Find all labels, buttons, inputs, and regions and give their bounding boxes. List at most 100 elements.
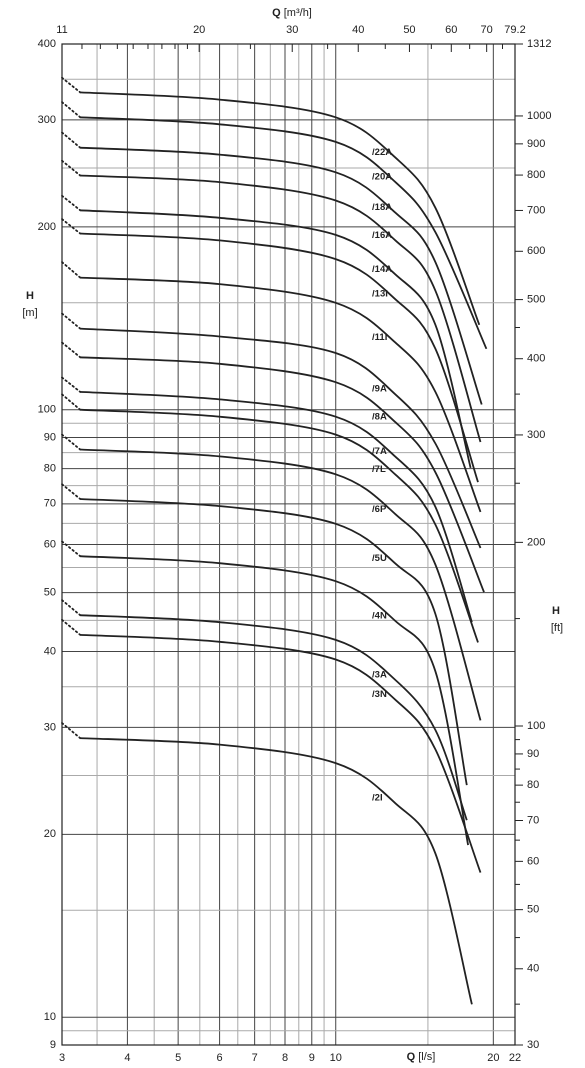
curve-start: [61, 376, 82, 393]
pump-curve: [80, 209, 472, 469]
pump-curve: [80, 391, 473, 623]
y2-tick-label: 200: [527, 536, 545, 548]
y-tick-label: 400: [38, 38, 56, 50]
y2-tick-label: 300: [527, 429, 545, 441]
curve-label: /8A: [372, 412, 387, 423]
x2-tick-label: 50: [403, 24, 415, 36]
y-tick-label: 30: [44, 721, 56, 733]
curve-label: /2I: [372, 793, 383, 804]
y2-tick-label: 80: [527, 779, 539, 791]
pump-curve: [80, 498, 468, 786]
curve-start: [61, 76, 82, 94]
pump-curve: [80, 555, 469, 846]
curve-label: /11I: [372, 332, 387, 343]
x2-axis-symbol: Q: [272, 7, 281, 19]
plot-frame: [61, 43, 516, 1046]
y-tick-label: 200: [38, 221, 56, 233]
pump-curve: [80, 327, 482, 549]
curve-label: /7A: [372, 446, 387, 457]
pump-curve: [80, 408, 479, 643]
curve-start: [61, 341, 82, 359]
pump-curve: [80, 737, 473, 1005]
curve-start: [61, 599, 82, 617]
x-axis-symbol: Q: [407, 1051, 416, 1063]
x2-tick-label: 30: [286, 24, 298, 36]
y-tick-label: 70: [44, 498, 56, 510]
x-tick-label: 6: [217, 1052, 223, 1064]
x-tick-label: 4: [124, 1052, 130, 1064]
x-tick-label: 9: [309, 1052, 315, 1064]
y-tick-label: 50: [44, 587, 56, 599]
y2-tick-label: 900: [527, 138, 545, 150]
x2-tick-label: 20: [193, 24, 205, 36]
y2-tick-label: 700: [527, 204, 545, 216]
y2-tick-label: 70: [527, 814, 539, 826]
y-tick-label: 60: [44, 538, 56, 550]
y-tick-label: 90: [44, 431, 56, 443]
y2-tick-label: 1000: [527, 110, 551, 122]
x2-axis-unit: [m³/h]: [284, 7, 312, 19]
y2-tick-label: 60: [527, 855, 539, 867]
curve-label: /22A: [372, 147, 392, 158]
curve-start: [61, 540, 82, 558]
curve-start: [61, 618, 82, 636]
x2-tick-label: 79.2: [504, 24, 525, 36]
y2-tick-label: 30: [527, 1039, 539, 1051]
y2-tick-label: 50: [527, 904, 539, 916]
x2-tick-label: 60: [445, 24, 457, 36]
y2-tick-label: 90: [527, 748, 539, 760]
x2-tick-label: 11: [56, 24, 67, 36]
x-tick-label: 10: [330, 1052, 342, 1064]
curve-start: [61, 433, 82, 451]
curve-label: /13I: [372, 289, 388, 300]
curves: /22A/20A/18A/16A/14A/13I/11I/9A/8A/7A/7L…: [61, 76, 488, 1005]
x-tick-label: 5: [175, 1052, 181, 1064]
y-axis-symbol: H: [26, 290, 34, 302]
curve-start: [61, 218, 82, 235]
y-tick-label: 10: [44, 1011, 56, 1023]
x-tick-label: 8: [282, 1052, 288, 1064]
curve-label: /14A: [372, 264, 392, 275]
x-axis-unit: [l/s]: [418, 1051, 435, 1063]
pump-curve: [80, 146, 483, 405]
y-tick-label: 80: [44, 463, 56, 475]
curve-label: /9A: [372, 383, 387, 394]
x-tick-label: 3: [59, 1052, 65, 1064]
y2-tick-label: 600: [527, 245, 545, 257]
y2-tick-label: 1312: [527, 38, 551, 50]
curve-label: /20A: [372, 172, 392, 183]
y-axis-unit: [m]: [22, 307, 37, 319]
pump-curve: [80, 116, 488, 350]
pump-curve: [80, 91, 481, 326]
y2-axis-unit: [ft]: [551, 622, 563, 634]
pump-curve: [80, 174, 482, 443]
curve-start: [61, 722, 82, 740]
pump-curve: [80, 634, 482, 873]
curve-label: /3A: [372, 669, 387, 680]
curve-start: [61, 101, 82, 119]
x2-tick-label: 40: [352, 24, 364, 36]
curve-start: [61, 393, 82, 411]
y-tick-label: 9: [50, 1039, 56, 1051]
y2-tick-label: 100: [527, 720, 545, 732]
x2-axis-title: Q [m³/h]: [272, 7, 312, 19]
x-axis-title: Q [l/s]: [407, 1051, 436, 1063]
y-tick-label: 40: [44, 645, 56, 657]
curve-label: /4N: [372, 611, 387, 622]
y2-tick-label: 500: [527, 294, 545, 306]
curve-label: /3N: [372, 689, 387, 700]
curve-label: /18A: [372, 202, 392, 213]
curve-start: [61, 194, 82, 212]
curve-start: [61, 159, 82, 177]
curve-start: [61, 261, 82, 279]
pump-curve: [80, 356, 485, 593]
grid: [61, 43, 516, 1046]
x-tick-label: 7: [252, 1052, 258, 1064]
y2-tick-label: 400: [527, 353, 545, 365]
y2-tick-label: 800: [527, 169, 545, 181]
y2-axis-symbol: H: [552, 605, 560, 617]
x-tick-label: 22: [509, 1052, 521, 1064]
y2-tick-label: 40: [527, 963, 539, 975]
